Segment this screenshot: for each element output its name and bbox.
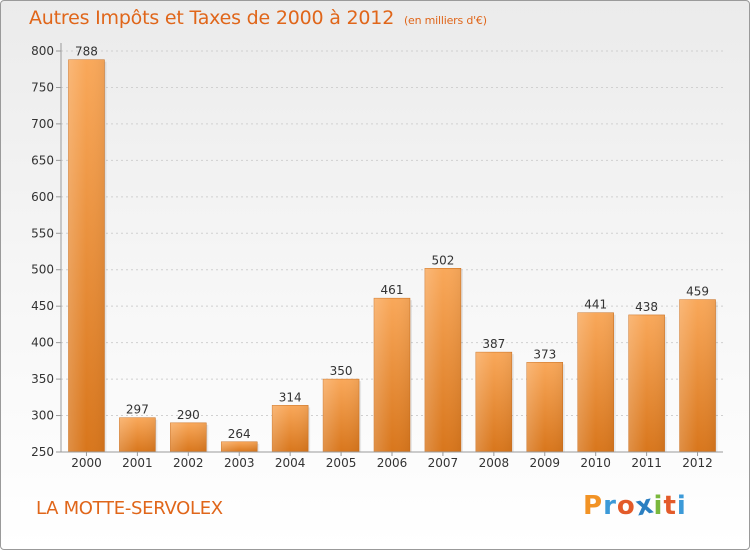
y-tick-label: 700 [31,117,54,131]
data-label: 264 [228,427,251,441]
x-tick-label: 2005 [326,456,357,470]
data-label: 314 [279,390,302,404]
bar-shine [475,352,512,452]
bar-shine [526,362,563,452]
bar-shine [119,417,156,452]
data-label: 373 [533,347,556,361]
data-label: 461 [381,283,404,297]
y-tick-label: 550 [31,226,54,240]
logo-letter: t [663,491,677,521]
logo-letter: i [653,491,664,521]
data-label: 350 [330,364,353,378]
logo-letter: r [603,491,617,521]
x-tick-label: 2002 [173,456,204,470]
bar-shine [424,268,461,452]
y-tick-label: 500 [31,263,54,277]
x-tick-label: 2012 [682,456,713,470]
y-tick-label: 750 [31,80,54,94]
bar-shine [68,59,105,453]
chart-title: Autres Impôts et Taxes de 2000 à 2012 (e… [29,7,487,29]
data-label: 459 [686,285,709,299]
bar-shine [679,299,716,452]
x-tick-label: 2011 [631,456,662,470]
bar-shine [272,405,309,452]
x-tick-label: 2009 [529,456,560,470]
logo-letter: i [676,491,687,521]
data-label: 502 [431,253,454,267]
x-tick-label: 2010 [580,456,611,470]
logo-letter: o [616,491,636,521]
bar-shine [323,379,360,452]
x-tick-label: 2001 [122,456,153,470]
x-tick-label: 2004 [275,456,306,470]
logo-letter: P [583,491,604,521]
y-tick-label: 800 [31,44,54,58]
y-tick-label: 350 [31,372,54,386]
bar-shine [374,298,410,452]
chart-subtitle: (en milliers d'€) [403,14,487,27]
data-label: 441 [584,298,607,312]
x-tick-label: 2000 [71,456,102,470]
bar-shine [221,441,258,452]
commune-name: LA MOTTE-SERVOLEX [36,498,223,519]
data-label: 387 [482,337,505,351]
y-tick-label: 600 [31,190,54,204]
chart-title-text: Autres Impôts et Taxes de 2000 à 2012 [29,7,395,29]
data-label: 290 [177,408,200,422]
y-tick-label: 300 [31,409,54,423]
y-tick-label: 400 [31,336,54,350]
bar-shine [577,312,614,452]
x-tick-label: 2006 [377,456,408,470]
bar-shine [628,314,665,452]
data-label: 788 [75,45,98,59]
x-tick-label: 2008 [479,456,510,470]
x-tick-label: 2007 [428,456,459,470]
x-tick-label: 2003 [224,456,255,470]
y-tick-label: 250 [31,445,54,459]
proxiti-logo: Proxiti [583,489,687,522]
bar-shine [170,422,207,452]
data-label: 297 [126,403,149,417]
data-label: 438 [635,300,658,314]
y-tick-label: 650 [31,153,54,167]
y-tick-label: 450 [31,299,54,313]
